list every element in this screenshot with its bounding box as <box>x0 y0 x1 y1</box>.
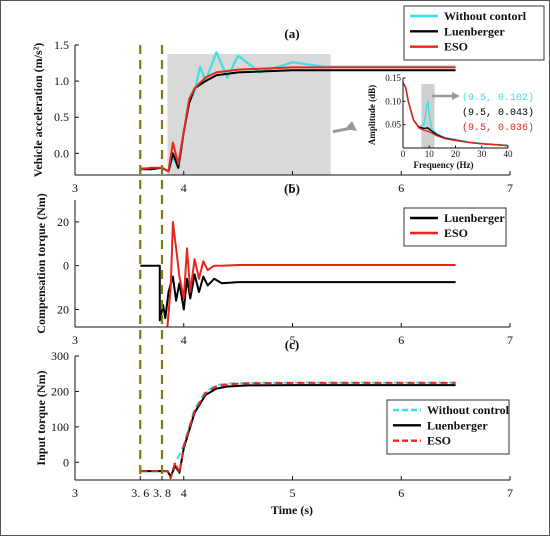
y-tick-label: 200 <box>51 384 69 398</box>
y-axis-title: Vehicle acceleration (m/s²) <box>31 43 45 177</box>
inset-y-tick-label: 0.05 <box>385 120 401 130</box>
series-line-eso <box>140 66 456 173</box>
inset-series-line <box>402 82 509 147</box>
inset-x-tick-label: 10 <box>425 149 435 159</box>
inset-annotation: (9.5, 0.043) <box>462 107 534 119</box>
legend-label: Luenberger <box>444 211 505 225</box>
legend-label: ESO <box>444 226 468 240</box>
inset-background <box>403 78 508 148</box>
legend-label: Luenberger <box>427 418 488 432</box>
x-tick-label: 3 <box>72 333 78 347</box>
x-axis-title: Time (s) <box>271 503 313 517</box>
inset-x-tick-label: 20 <box>451 149 461 159</box>
y-tick-label: 1.5 <box>54 38 69 52</box>
inset-highlight <box>421 84 435 148</box>
x-tick-label: 3 <box>72 181 78 195</box>
x-tick-label: 7 <box>507 333 513 347</box>
x-tick-label: 3 <box>72 486 78 500</box>
series-line-eso <box>166 220 456 328</box>
inset-y-tick-label: 0.15 <box>385 73 401 83</box>
legend-label: Without control <box>427 403 510 417</box>
series-line-luenberger <box>140 264 456 322</box>
x-tick-label: 3. 6 <box>131 486 149 500</box>
zoom-arrow-head <box>345 121 357 131</box>
legend-label: Without contorl <box>444 9 527 23</box>
panel-tag: (a) <box>284 26 299 41</box>
legend-label: Luenberger <box>444 24 505 38</box>
y-tick-label: 0 <box>63 455 69 469</box>
y-tick-label: 20 <box>57 302 69 316</box>
x-tick-label: 6 <box>398 333 404 347</box>
y-axis-title: Input torque (Nm) <box>34 370 48 465</box>
x-tick-label: 4 <box>181 181 187 195</box>
inset-annotation: (9.5, 0.102) <box>462 92 534 104</box>
inset-annotation: (9.5, 0.036) <box>462 122 534 134</box>
y-axis-title: Compensation torque (Nm) <box>34 193 48 333</box>
series-line-eso <box>140 381 456 480</box>
inset-y-tick-label: 0.10 <box>385 96 401 106</box>
y-tick-label: 0.0 <box>54 146 69 160</box>
inset-x-tick-label: 40 <box>504 149 514 159</box>
x-tick-label: 7 <box>507 486 513 500</box>
y-tick-label: 20 <box>57 215 69 229</box>
x-tick-label: 4 <box>181 333 187 347</box>
highlight-region <box>167 54 331 175</box>
x-tick-label: 5 <box>290 486 296 500</box>
inset-x-tick-label: 0 <box>401 149 406 159</box>
x-tick-label: 5 <box>290 181 296 195</box>
x-tick-label: 5 <box>290 333 296 347</box>
inset-x-axis-title: Frequency (Hz) <box>413 160 473 170</box>
panel-tag: (b) <box>284 181 300 196</box>
y-tick-label: 100 <box>51 420 69 434</box>
y-tick-label: 0 <box>63 259 69 273</box>
y-tick-label: 0.5 <box>54 110 69 124</box>
anno-arrow-head <box>452 92 460 100</box>
inset-x-tick-label: 30 <box>477 149 487 159</box>
legend-box <box>403 207 507 247</box>
legend-label: ESO <box>427 434 451 448</box>
x-tick-label: 3. 8 <box>153 486 171 500</box>
panel-tag: (c) <box>285 337 299 352</box>
x-tick-label: 6 <box>398 181 404 195</box>
x-tick-label: 7 <box>507 181 513 195</box>
x-tick-label: 6 <box>398 486 404 500</box>
legend-label: ESO <box>444 40 468 54</box>
x-tick-label: 4 <box>181 486 187 500</box>
y-tick-label: 1.0 <box>54 74 69 88</box>
y-tick-label: 300 <box>51 349 69 363</box>
inset-y-axis-title: Amplitude (dB) <box>367 85 377 145</box>
